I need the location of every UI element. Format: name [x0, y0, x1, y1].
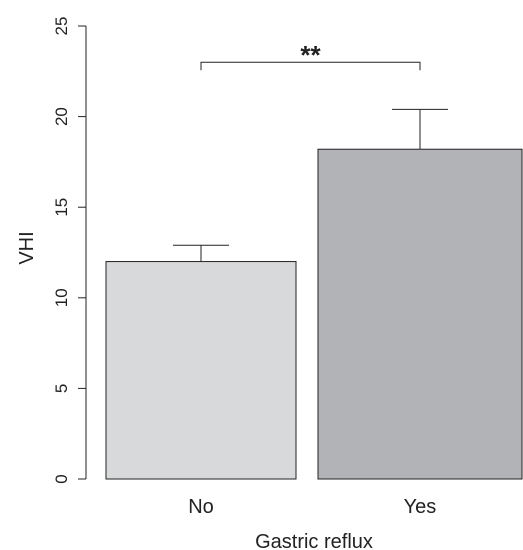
y-tick-label: 10: [52, 288, 71, 307]
x-tick-labels: No Yes: [188, 496, 436, 518]
y-axis: 0 5 10 15 20 25: [52, 17, 87, 484]
x-tick-label-no: No: [188, 496, 214, 518]
y-tick-label: 0: [52, 474, 71, 483]
x-axis-title: Gastric reflux: [255, 531, 373, 550]
significance-label: **: [300, 40, 321, 70]
bar-no: [105, 261, 297, 480]
y-tick-label: 20: [52, 107, 71, 126]
y-tick-label: 5: [52, 384, 71, 393]
significance-bracket: [200, 61, 421, 71]
y-tick-label: 15: [52, 198, 71, 217]
bar-yes: [317, 148, 523, 480]
y-tick-label: 25: [52, 17, 71, 36]
y-axis-title: VHI: [16, 231, 38, 264]
bars: [105, 148, 523, 480]
x-tick-label-yes: Yes: [404, 496, 437, 518]
error-bars: [173, 108, 448, 262]
significance-annotation: **: [200, 40, 421, 71]
